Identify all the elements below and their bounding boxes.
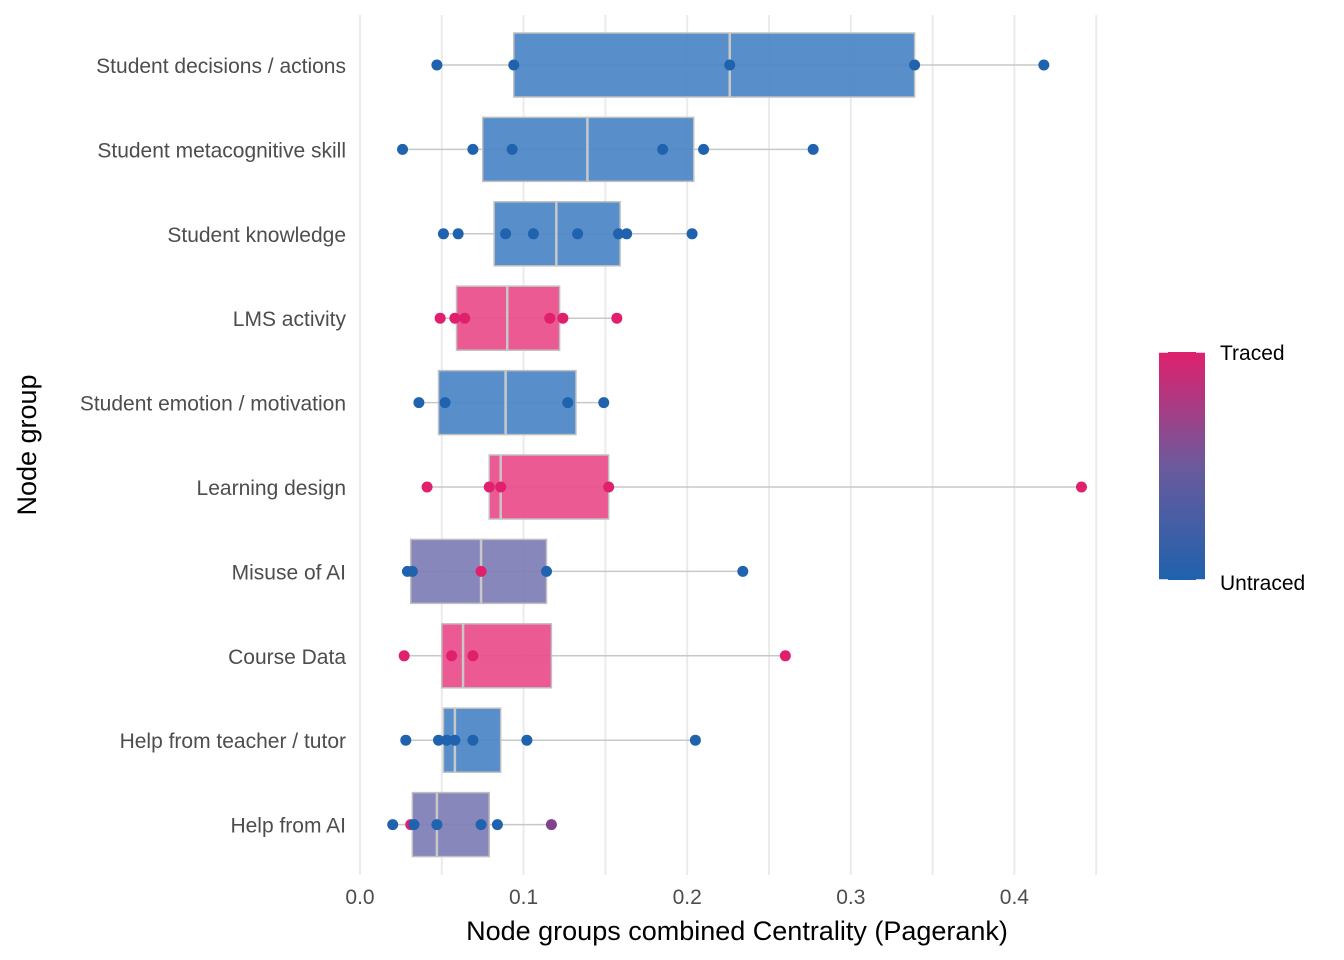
data-point — [431, 819, 443, 831]
data-point — [657, 143, 669, 155]
data-point — [483, 481, 495, 493]
box — [437, 369, 577, 436]
box — [488, 454, 610, 520]
data-point — [545, 819, 557, 831]
data-point — [449, 312, 461, 324]
data-point — [406, 565, 418, 577]
data-point — [603, 481, 615, 493]
y-tick-label: Course Data — [228, 646, 346, 669]
data-point — [572, 228, 584, 240]
data-point — [807, 143, 819, 155]
data-point — [467, 650, 479, 662]
x-tick-labels: 0.0 0.1 0.2 0.3 0.4 — [345, 886, 1029, 909]
data-point — [434, 312, 446, 324]
data-point — [400, 734, 412, 746]
data-points — [387, 59, 1087, 831]
y-tick-label: Help from AI — [230, 815, 346, 838]
data-point — [408, 819, 420, 831]
y-tick-label: Student metacognitive skill — [97, 139, 346, 162]
data-point — [475, 565, 487, 577]
data-point — [724, 59, 736, 71]
x-tick-label: 0.0 — [345, 886, 374, 909]
y-tick-label: LMS activity — [233, 308, 347, 331]
data-point — [1075, 481, 1087, 493]
y-tick-labels: Student decisions / actions Student metac… — [80, 55, 347, 838]
x-tick-label: 0.1 — [509, 886, 538, 909]
data-point — [439, 397, 451, 409]
data-point — [909, 59, 921, 71]
data-point — [437, 228, 449, 240]
data-point — [441, 734, 453, 746]
data-point — [449, 734, 461, 746]
data-point — [446, 650, 458, 662]
x-axis-title: Node groups combined Centrality (Pageran… — [466, 916, 1008, 946]
data-point — [475, 819, 487, 831]
data-point — [397, 143, 409, 155]
boxes — [392, 32, 1082, 858]
data-point — [431, 59, 443, 71]
data-point — [689, 734, 701, 746]
box — [441, 623, 553, 689]
data-point — [686, 228, 698, 240]
x-tick-label: 0.2 — [673, 886, 702, 909]
data-point — [433, 734, 445, 746]
data-point — [598, 397, 610, 409]
data-point — [413, 397, 425, 409]
data-point — [521, 734, 533, 746]
legend-label-traced: Traced — [1220, 342, 1285, 365]
data-point — [737, 565, 749, 577]
legend-colorbar — [1159, 352, 1205, 580]
y-axis-title: Node group — [12, 374, 42, 515]
data-point — [452, 228, 464, 240]
y-tick-label: Misuse of AI — [232, 561, 346, 584]
x-tick-label: 0.3 — [836, 886, 865, 909]
data-point — [611, 312, 623, 324]
legend-label-untraced: Untraced — [1220, 572, 1305, 595]
data-point — [398, 650, 410, 662]
data-point — [544, 312, 556, 324]
data-point — [527, 228, 539, 240]
y-tick-label: Student decisions / actions — [96, 55, 346, 78]
data-point — [1038, 59, 1050, 71]
data-point — [467, 734, 479, 746]
y-tick-label: Learning design — [197, 477, 346, 500]
data-point — [541, 565, 553, 577]
legend: Traced Untraced — [1159, 342, 1305, 595]
data-point — [459, 312, 471, 324]
y-tick-label: Help from teacher / tutor — [120, 730, 346, 753]
y-tick-label: Student knowledge — [167, 224, 346, 247]
data-point — [506, 143, 518, 155]
y-tick-label: Student emotion / motivation — [80, 393, 346, 416]
data-point — [421, 481, 433, 493]
data-point — [495, 481, 507, 493]
data-point — [621, 228, 633, 240]
data-point — [698, 143, 710, 155]
data-point — [562, 397, 574, 409]
data-point — [500, 228, 512, 240]
box — [513, 32, 916, 98]
data-point — [467, 143, 479, 155]
data-point — [557, 312, 569, 324]
data-point — [779, 650, 791, 662]
data-point — [612, 228, 624, 240]
data-point — [508, 59, 520, 71]
data-point — [491, 819, 503, 831]
data-point — [387, 819, 399, 831]
x-tick-label: 0.4 — [1000, 886, 1030, 909]
